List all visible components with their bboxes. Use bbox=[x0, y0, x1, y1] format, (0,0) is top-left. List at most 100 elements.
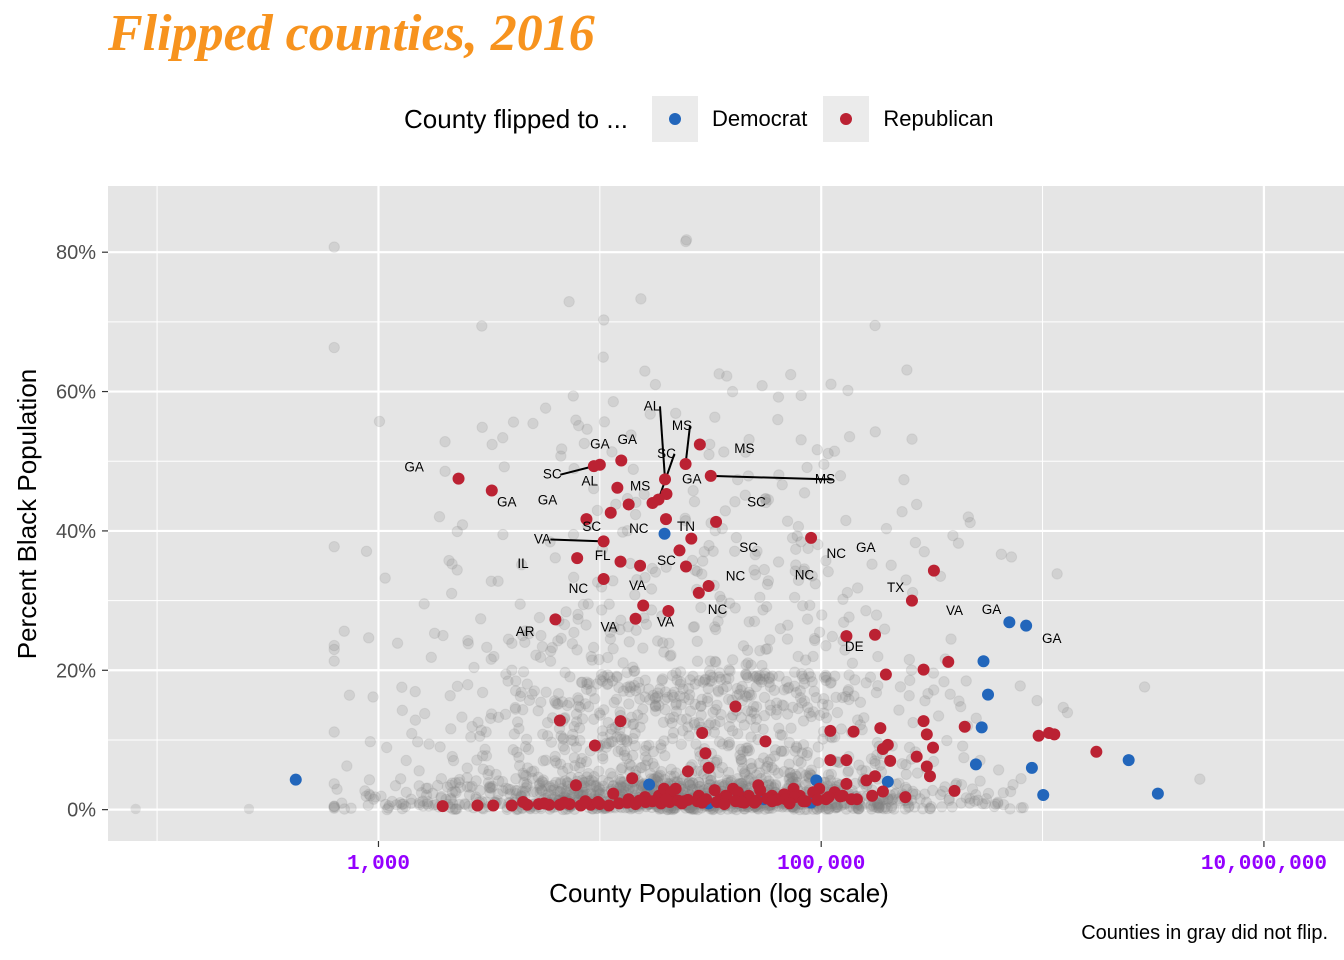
gray-point bbox=[908, 801, 921, 813]
gray-point bbox=[649, 692, 662, 704]
gray-point bbox=[634, 762, 647, 774]
gray-point bbox=[655, 765, 668, 778]
gray-point bbox=[721, 680, 733, 693]
republican-point bbox=[569, 779, 582, 792]
gray-point bbox=[903, 690, 915, 702]
gray-point bbox=[497, 432, 509, 444]
gray-point bbox=[739, 768, 752, 781]
gray-point bbox=[345, 802, 357, 814]
gray-point bbox=[691, 635, 703, 648]
gray-point bbox=[649, 699, 662, 711]
gray-point bbox=[617, 657, 629, 669]
gray-point bbox=[924, 802, 936, 815]
gray-point bbox=[328, 540, 340, 553]
gray-point bbox=[625, 760, 637, 772]
state-label: NC bbox=[726, 568, 746, 583]
gray-point bbox=[520, 782, 532, 794]
gray-point bbox=[652, 772, 664, 784]
gray-point bbox=[597, 731, 609, 743]
gray-point bbox=[745, 713, 757, 725]
gray-point bbox=[934, 788, 947, 801]
gray-point bbox=[757, 752, 770, 764]
gray-point bbox=[643, 739, 655, 751]
gray-point bbox=[783, 773, 795, 785]
democrat-point bbox=[1025, 761, 1038, 774]
gray-point bbox=[578, 437, 590, 450]
gray-point bbox=[534, 777, 546, 790]
gray-point bbox=[711, 699, 723, 711]
gray-point bbox=[750, 700, 763, 713]
y-axis-title: Percent Black Population bbox=[12, 369, 42, 660]
gray-point bbox=[894, 681, 907, 693]
gray-point bbox=[338, 803, 351, 815]
gray-point bbox=[567, 728, 579, 741]
gray-point bbox=[476, 750, 489, 762]
gray-point bbox=[705, 717, 717, 729]
gray-point bbox=[615, 781, 627, 793]
gray-point bbox=[692, 776, 705, 789]
gray-point bbox=[618, 749, 631, 762]
gray-point bbox=[870, 609, 883, 621]
gray-point bbox=[830, 691, 842, 704]
gray-point bbox=[544, 780, 556, 793]
gray-point bbox=[822, 769, 835, 781]
gray-point bbox=[795, 389, 807, 402]
gray-point bbox=[656, 674, 668, 687]
gray-point bbox=[451, 803, 463, 815]
gray-point bbox=[483, 764, 495, 777]
gray-point bbox=[904, 674, 916, 687]
gray-point bbox=[405, 797, 417, 809]
gray-point bbox=[677, 683, 689, 695]
gray-point bbox=[639, 571, 651, 584]
state-labels: GA GA SC GA GA AL MS GA SC NC VA AL SC MS MS GA MS TN SC SC… bbox=[404, 398, 1061, 653]
gray-point bbox=[615, 733, 627, 746]
gray-point bbox=[735, 684, 747, 696]
gray-point bbox=[519, 625, 531, 637]
gray-point bbox=[601, 678, 613, 691]
x-tick-label: 10,000,000 bbox=[1201, 853, 1327, 876]
gray-point bbox=[526, 765, 538, 778]
gray-point bbox=[573, 694, 585, 706]
gray-point bbox=[549, 552, 561, 564]
gray-point bbox=[603, 737, 615, 750]
gray-point bbox=[962, 511, 975, 523]
gray-point bbox=[1061, 706, 1074, 719]
gray-point bbox=[697, 555, 709, 567]
gray-point bbox=[992, 764, 1005, 776]
gray-point bbox=[497, 528, 509, 541]
gray-point bbox=[887, 792, 899, 805]
state-label: NC bbox=[795, 568, 815, 583]
gray-point bbox=[666, 717, 678, 729]
gray-point bbox=[504, 788, 516, 800]
gray-point bbox=[451, 525, 463, 538]
gray-point bbox=[453, 798, 465, 811]
gray-point bbox=[415, 787, 428, 799]
gray-point bbox=[624, 685, 636, 698]
gray-point bbox=[590, 779, 602, 792]
republican-point bbox=[485, 484, 498, 497]
gray-point bbox=[605, 736, 617, 748]
gray-point bbox=[712, 684, 724, 697]
gray-point bbox=[572, 419, 585, 432]
gray-point bbox=[634, 721, 646, 733]
republican-point bbox=[879, 668, 892, 681]
gray-point bbox=[893, 777, 905, 789]
gray-point bbox=[974, 775, 986, 787]
gray-point bbox=[842, 764, 855, 777]
republican-point bbox=[558, 796, 571, 809]
gray-point bbox=[367, 691, 379, 703]
gray-point bbox=[853, 759, 865, 771]
gray-point bbox=[555, 443, 568, 455]
gray-point bbox=[527, 417, 539, 430]
gray-point bbox=[621, 666, 633, 679]
gray-point bbox=[1138, 681, 1151, 693]
gray-point bbox=[571, 644, 583, 656]
x-axis-title: County Population (log scale) bbox=[549, 878, 889, 908]
republican-point bbox=[659, 513, 672, 526]
gray-point bbox=[618, 782, 630, 794]
gray-point bbox=[761, 578, 774, 590]
gray-point bbox=[572, 613, 584, 625]
gray-point bbox=[596, 675, 609, 687]
gray-point bbox=[540, 754, 552, 766]
gray-point bbox=[888, 803, 900, 815]
